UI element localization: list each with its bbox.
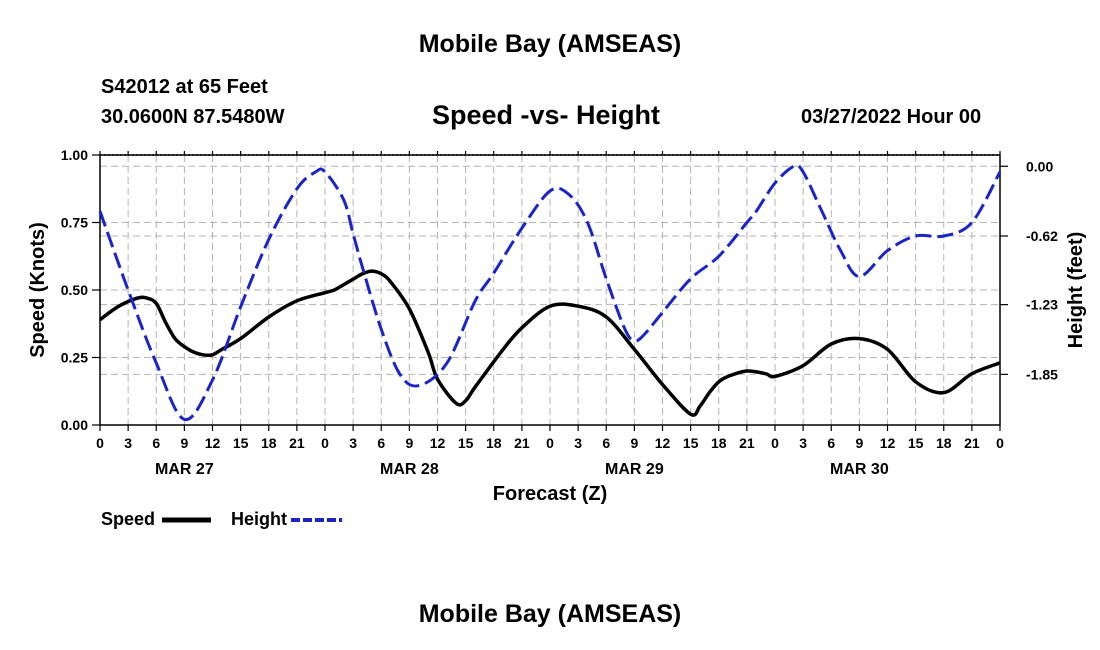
x-tick-label: 0 [96, 435, 104, 451]
date-labels: MAR 27 MAR 28 MAR 29 MAR 30 [155, 461, 889, 478]
chart-title: Speed -vs- Height [432, 100, 661, 130]
y-right-tick-label: -0.62 [1026, 228, 1058, 244]
y-left-tick-label: 0.75 [61, 215, 88, 231]
coordinates-label: 30.0600N 87.5480W [101, 106, 285, 128]
x-tick-label: 3 [349, 435, 357, 451]
x-axis-labels: 0 3 6 9 12 15 18 21 0 3 6 9 12 15 18 21 0 3 6 9 12 15 18 21 0 3 6 9… [96, 435, 1004, 451]
x-tick-label: 6 [827, 435, 835, 451]
series-layer [98, 163, 1002, 421]
x-tick-label: 18 [261, 435, 277, 451]
x-tick-label: 12 [655, 435, 671, 451]
series-line-height [98, 163, 1002, 421]
x-tick-label: 0 [546, 435, 554, 451]
x-tick-label: 6 [602, 435, 610, 451]
x-tick-label: 21 [739, 435, 755, 451]
x-tick-label: 18 [486, 435, 502, 451]
x-tick-label: 12 [430, 435, 446, 451]
forecast-datetime: 03/27/2022 Hour 00 [801, 106, 982, 128]
x-tick-label: 18 [936, 435, 952, 451]
x-tick-label: 12 [205, 435, 221, 451]
x-tick-label: 15 [233, 435, 249, 451]
x-tick-label: 15 [683, 435, 699, 451]
y-left-tick-label: 1.00 [61, 147, 88, 163]
x-tick-label: 6 [152, 435, 160, 451]
left-axis-labels: 0.00 0.25 0.50 0.75 1.00 [61, 147, 88, 433]
x-tick-label: 3 [124, 435, 132, 451]
legend-speed-label: Speed [101, 509, 156, 529]
x-tick-label: 9 [855, 435, 863, 451]
chart-grid [100, 155, 1000, 425]
date-label: MAR 29 [605, 461, 664, 478]
y-right-tick-label: 0.00 [1026, 158, 1053, 174]
x-axis-title: Forecast (Z) [493, 483, 607, 505]
x-tick-label: 12 [880, 435, 896, 451]
right-axis-labels: 0.00 -0.62 -1.23 -1.85 [1026, 158, 1058, 382]
x-tick-label: 15 [458, 435, 474, 451]
y-axis-left-title: Speed (Knots) [27, 222, 49, 358]
y-left-tick-label: 0.25 [61, 350, 88, 366]
x-tick-label: 18 [711, 435, 727, 451]
x-tick-label: 0 [996, 435, 1004, 451]
x-tick-label: 21 [514, 435, 530, 451]
x-tick-label: 9 [180, 435, 188, 451]
date-label: MAR 30 [830, 461, 889, 478]
y-left-tick-label: 0.50 [61, 282, 88, 298]
x-tick-label: 15 [908, 435, 924, 451]
series-line-speed [98, 269, 1001, 417]
y-right-tick-label: -1.23 [1026, 297, 1058, 313]
x-tick-label: 21 [289, 435, 305, 451]
x-tick-label: 6 [377, 435, 385, 451]
x-tick-label: 21 [964, 435, 980, 451]
x-tick-label: 9 [405, 435, 413, 451]
x-tick-label: 0 [771, 435, 779, 451]
x-tick-label: 3 [799, 435, 807, 451]
x-tick-label: 0 [321, 435, 329, 451]
date-label: MAR 28 [380, 461, 439, 478]
date-label: MAR 27 [155, 461, 214, 478]
legend-height-label: Height [231, 509, 287, 529]
station-label: S42012 at 65 Feet [101, 76, 268, 98]
y-left-tick-label: 0.00 [61, 417, 88, 433]
footer-title: Mobile Bay (AMSEAS) [418, 600, 682, 628]
page-title: Mobile Bay (AMSEAS) [418, 30, 682, 58]
x-tick-label: 3 [574, 435, 582, 451]
x-tick-label: 9 [630, 435, 638, 451]
y-right-tick-label: -1.85 [1026, 366, 1058, 382]
chart-ticks [92, 151, 1008, 431]
y-axis-right-title: Height (feet) [1065, 232, 1087, 349]
